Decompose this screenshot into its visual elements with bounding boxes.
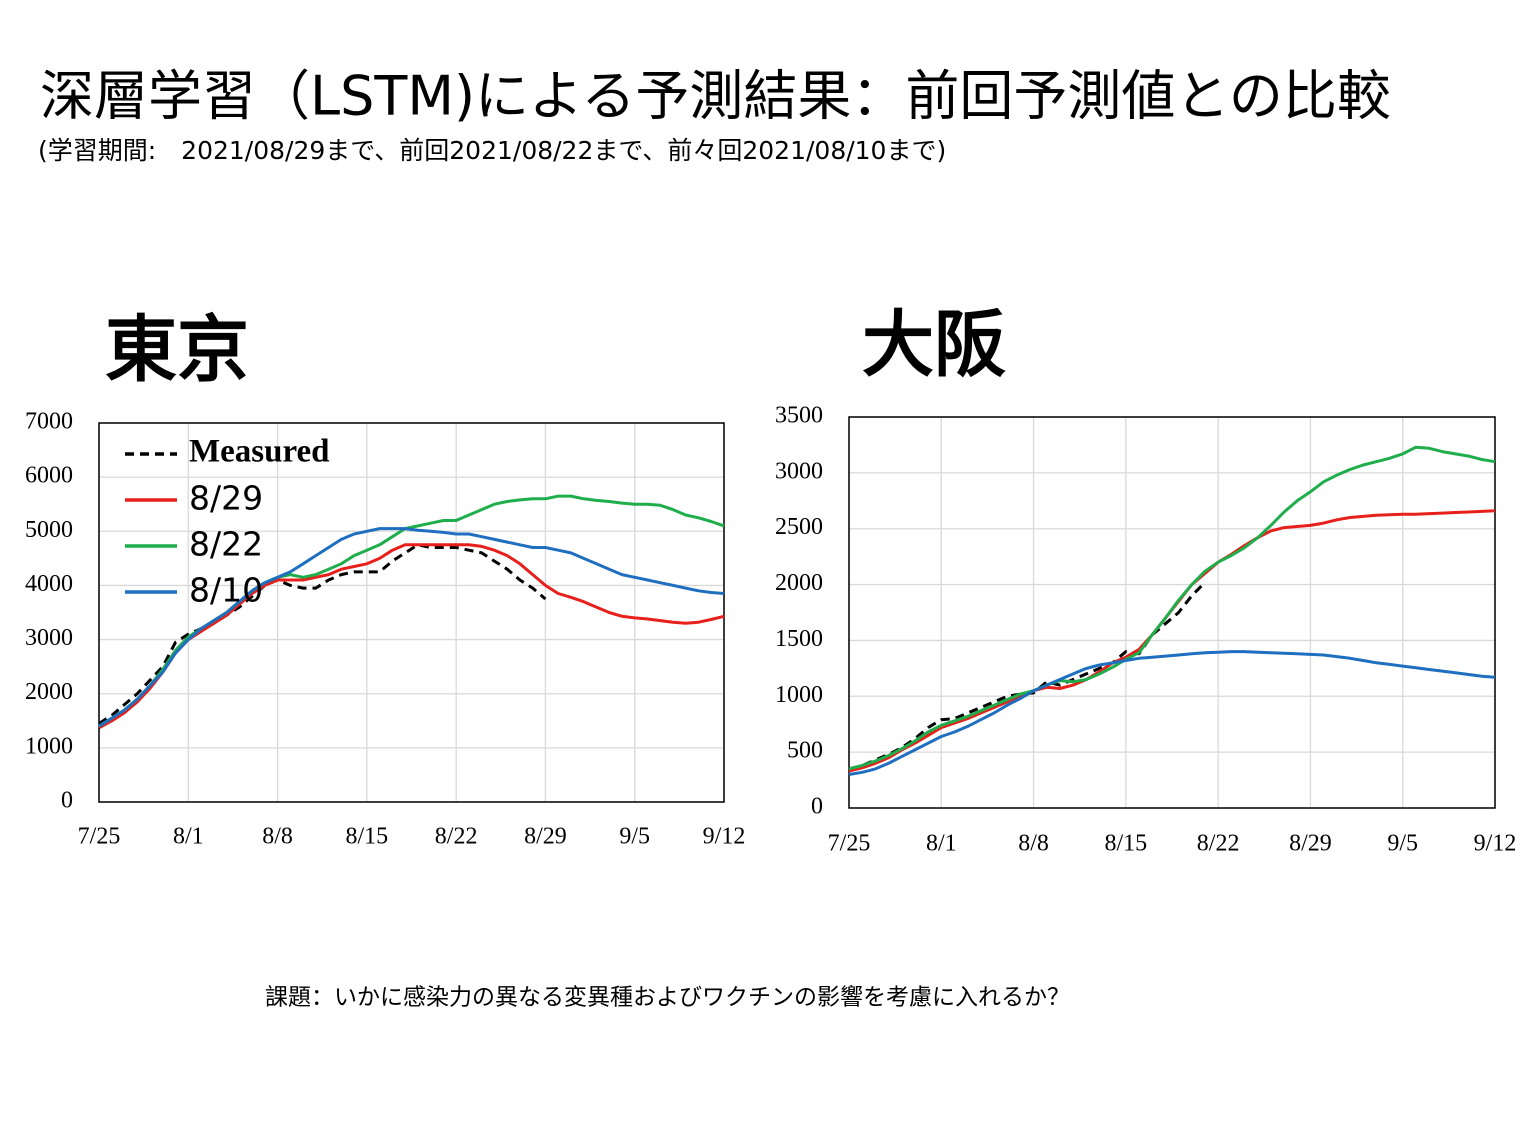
y-tick-label: 1000 xyxy=(25,733,73,759)
chart-title: 東京 xyxy=(105,308,249,392)
series-line xyxy=(98,527,725,728)
x-tick-label: 8/8 xyxy=(262,824,293,850)
y-tick-label: 3000 xyxy=(25,625,73,651)
x-tick-label: 8/29 xyxy=(524,824,567,850)
y-tick-label: 500 xyxy=(787,738,823,764)
y-tick-label: 7000 xyxy=(25,409,73,435)
x-tick-label: 9/5 xyxy=(1387,831,1418,857)
y-tick-label: 4000 xyxy=(25,571,73,597)
x-tick-label: 7/25 xyxy=(78,824,121,850)
y-tick-label: 0 xyxy=(811,794,823,820)
y-tick-label: 2000 xyxy=(775,570,823,596)
x-tick-label: 9/5 xyxy=(619,824,650,850)
y-tick-label: 2000 xyxy=(25,679,73,705)
x-tick-label: 8/29 xyxy=(1289,831,1332,857)
series-line xyxy=(98,543,725,730)
y-tick-label: 1000 xyxy=(775,682,823,708)
y-tick-label: 5000 xyxy=(25,517,73,543)
plot-frame xyxy=(98,422,725,803)
y-tick-label: 3500 xyxy=(775,403,823,429)
x-tick-label: 7/25 xyxy=(828,831,871,857)
legend-label: Measured xyxy=(189,434,330,470)
x-tick-label: 9/12 xyxy=(703,824,746,850)
y-tick-label: 6000 xyxy=(25,463,73,489)
x-tick-label: 8/15 xyxy=(346,824,389,850)
plot-frame xyxy=(848,416,1496,809)
chart-title: 大阪 xyxy=(862,303,1006,387)
legend-label: 8/29 xyxy=(189,479,263,518)
series-line xyxy=(98,543,547,725)
slide-title: 深層学習（LSTM)による予測結果：前回予測値との比較 xyxy=(40,65,1391,128)
y-tick-label: 2500 xyxy=(775,514,823,540)
note: 課題：いかに感染力の異なる変異種およびワクチンの影響を考慮に入れるか？ xyxy=(265,985,1070,1011)
x-tick-label: 8/8 xyxy=(1018,831,1049,857)
x-tick-label: 8/15 xyxy=(1105,831,1148,857)
series-line xyxy=(848,650,1496,776)
x-tick-label: 8/22 xyxy=(435,824,478,850)
x-tick-label: 8/1 xyxy=(926,831,957,857)
x-tick-label: 9/12 xyxy=(1474,831,1517,857)
series-line xyxy=(848,445,1496,771)
y-tick-label: 0 xyxy=(61,788,73,814)
x-tick-label: 8/1 xyxy=(173,824,204,850)
slide-subtitle: (学習期間: 2021/08/29まで、前回2021/08/22まで、前々回20… xyxy=(38,136,946,165)
y-tick-label: 1500 xyxy=(775,626,823,652)
y-tick-label: 3000 xyxy=(775,458,823,484)
x-tick-label: 8/22 xyxy=(1197,831,1240,857)
legend-label: 8/10 xyxy=(189,571,263,610)
legend-label: 8/22 xyxy=(189,525,263,564)
